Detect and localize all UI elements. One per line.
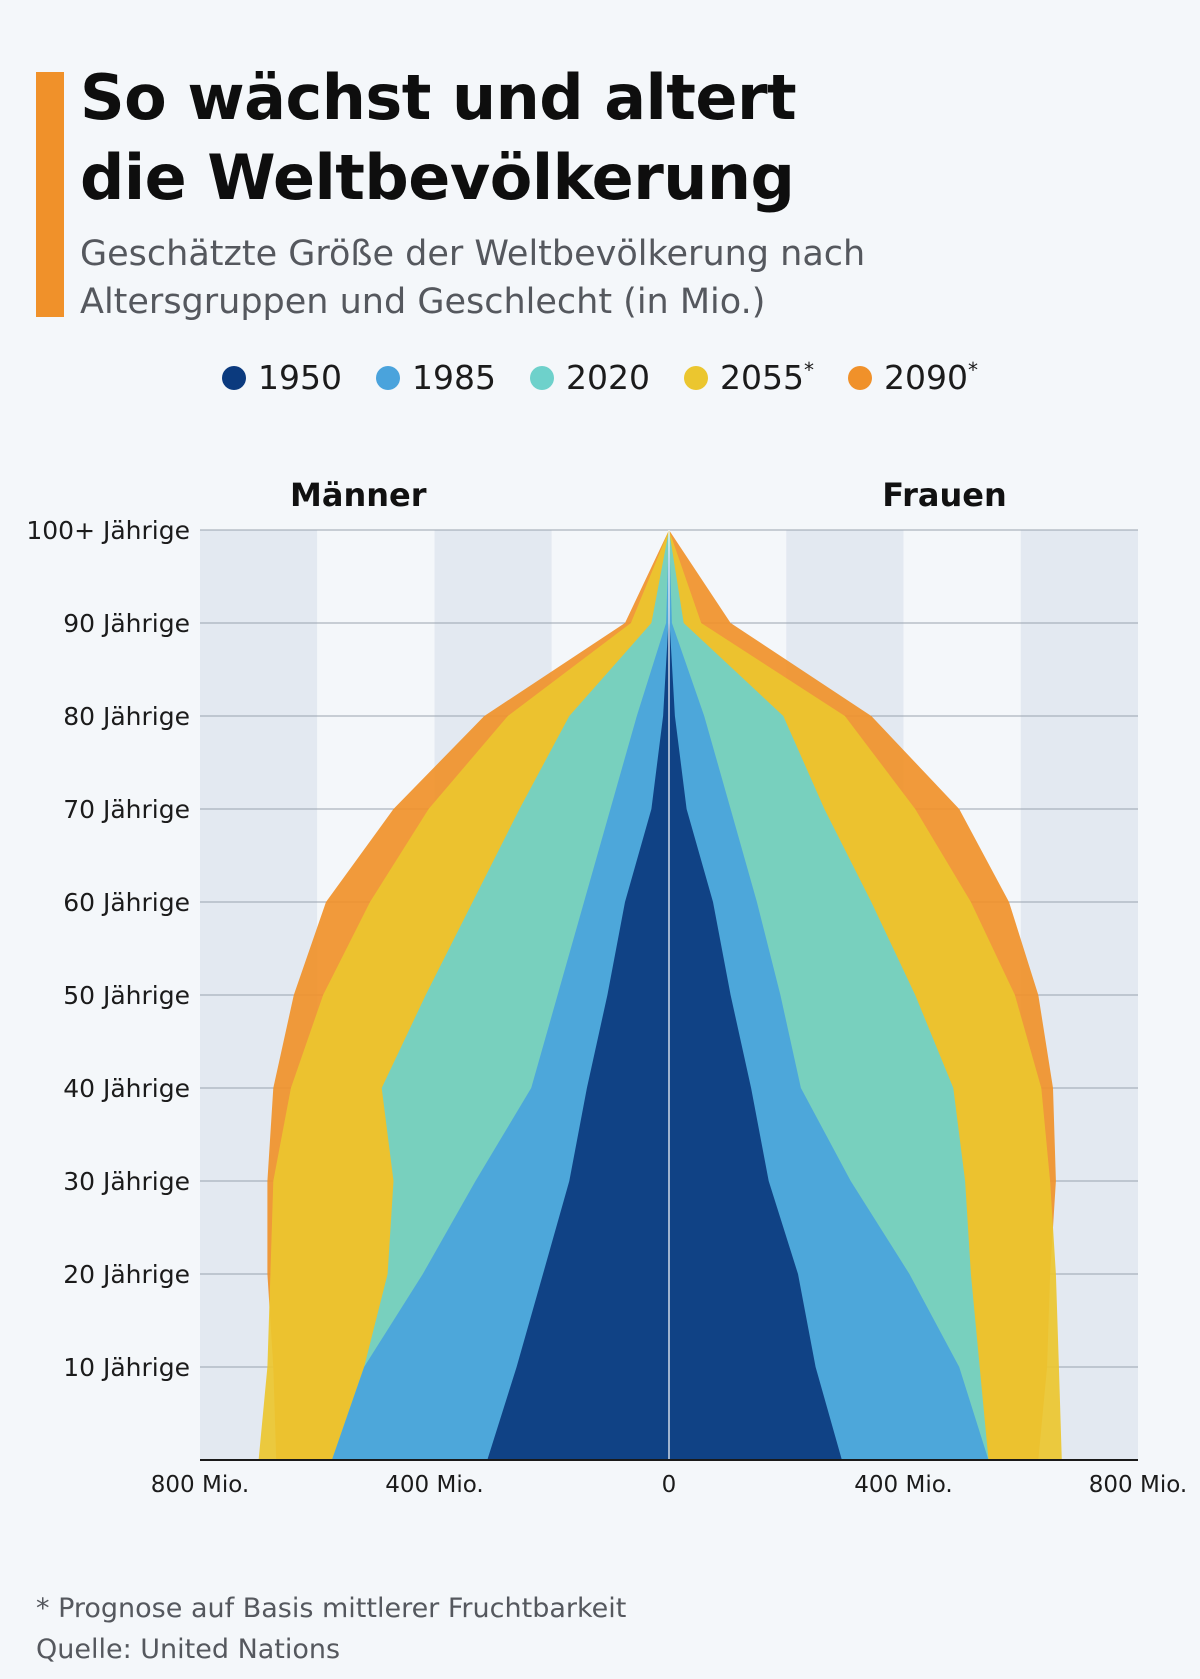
legend-label-2055: 2055* [719,358,814,397]
population-pyramid-chart: 10 Jährige 20 Jährige 30 Jährige 40 Jährige… [26,476,1187,1498]
legend-item-1950: 1950 [222,358,342,397]
side-label-men: Männer [290,476,427,514]
chart-legend: 1950 1985 2020 2055* 2090* [0,358,1200,397]
accent-bar [36,72,64,317]
legend-swatch-2020 [530,365,554,390]
legend-swatch-2055 [683,365,708,390]
y-tick-label: 10 Jährige [63,1353,190,1382]
x-tick-label: 400 Mio. [854,1472,952,1498]
x-tick-label: 800 Mio. [1089,1472,1187,1498]
title-line-1: So wächst und altert [80,61,797,134]
x-tick-label: 0 [662,1472,677,1498]
legend-asterisk: * [967,358,978,382]
y-tick-label: 60 Jährige [63,888,190,917]
legend-swatch-1985 [376,365,401,390]
footnote: * Prognose auf Basis mittlerer Fruchtbar… [36,1593,627,1624]
subtitle-line-2: Altersgruppen und Geschlecht (in Mio.) [80,282,766,322]
area-1950 [487,530,842,1460]
legend-swatch-2090 [847,365,872,390]
x-tick-label: 400 Mio. [385,1472,483,1498]
y-tick-label: 20 Jährige [63,1260,190,1289]
y-tick-label: 80 Jährige [63,702,190,731]
legend-item-2055: 2055* [683,358,814,397]
legend-label-2020: 2020 [566,358,650,397]
page-title: So wächst und altert die Weltbevölkerung [80,58,1160,218]
y-tick-label: 40 Jährige [63,1074,190,1103]
x-tick-label: 800 Mio. [151,1472,249,1498]
title-line-2: die Weltbevölkerung [80,141,795,214]
legend-swatch-1950 [222,365,247,390]
legend-label-1950: 1950 [258,358,343,397]
page-subtitle: Geschätzte Größe der Weltbevölkerung nac… [80,230,1160,326]
subtitle-line-1: Geschätzte Größe der Weltbevölkerung nac… [80,234,866,274]
y-tick-label: 90 Jährige [63,609,190,638]
y-tick-label: 50 Jährige [63,981,190,1010]
side-label-women: Frauen [882,476,1006,514]
legend-item-2020: 2020 [530,358,650,397]
legend-item-2090: 2090* [847,358,978,397]
legend-item-1985: 1985 [376,358,496,397]
footer: * Prognose auf Basis mittlerer Fruchtbar… [36,1588,1156,1670]
source-note: Quelle: United Nations [36,1634,341,1665]
y-tick-label: 30 Jährige [63,1167,190,1196]
legend-label-2090: 2090* [883,358,978,397]
y-tick-label: 100+ Jährige [26,516,190,545]
y-tick-label: 70 Jährige [63,795,190,824]
legend-label-1985: 1985 [412,358,496,397]
legend-asterisk: * [803,358,814,382]
